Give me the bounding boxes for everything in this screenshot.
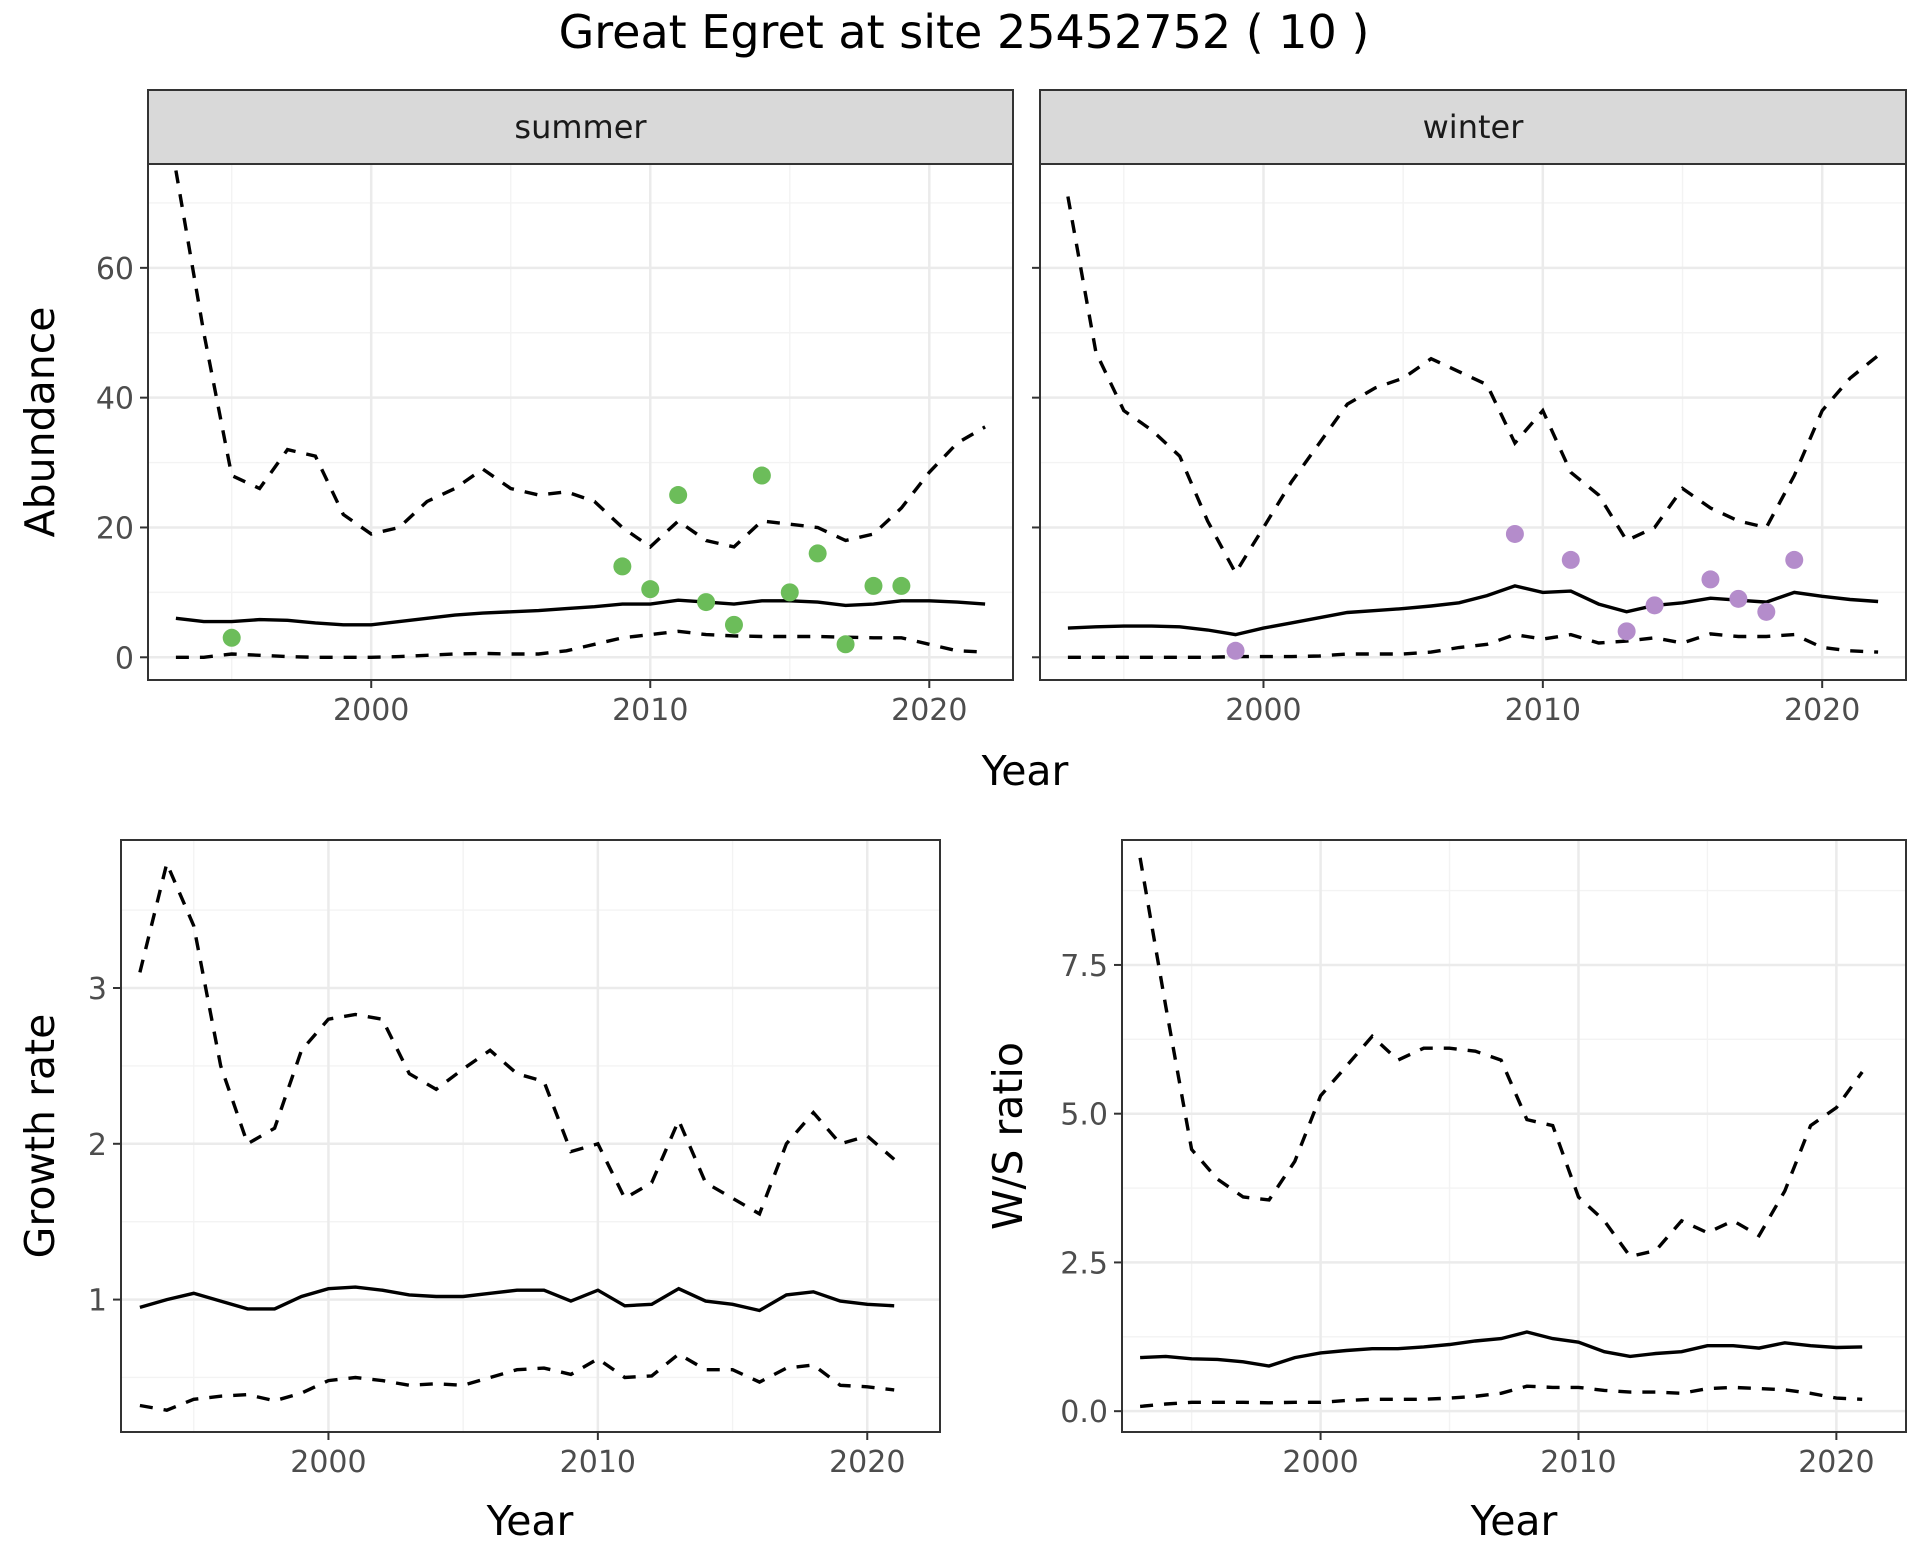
y-axis-title: Growth rate: [16, 1014, 64, 1259]
series-line-mean: [1140, 1330, 1863, 1368]
x-tick-label: 2020: [891, 693, 967, 728]
data-point: [724, 615, 743, 634]
y-tick-label: 0: [115, 641, 134, 676]
data-point: [1226, 641, 1245, 660]
x-axis-title-abundance: Year: [981, 747, 1069, 795]
series-line-lower: [1139, 1384, 1863, 1409]
data-point: [752, 466, 771, 485]
y-tick-label: 40: [96, 382, 134, 417]
panel-growth: 2000 2010 2020 1 2 3 Growth rate Year: [16, 839, 941, 1545]
data-point: [669, 486, 688, 505]
data-point: [1701, 570, 1720, 589]
data-point: [864, 576, 883, 595]
y-tick-label: 20: [96, 511, 134, 546]
series-line-upper: [1066, 196, 1880, 577]
y-tick-label: 5.0: [1060, 1098, 1108, 1133]
x-tick-label: 2020: [1798, 1445, 1874, 1480]
data-point: [1757, 602, 1776, 621]
panel-winter: winter 2000 2010 2020: [1032, 89, 1907, 728]
y-tick-label: 1: [88, 1284, 107, 1319]
series-line-lower: [175, 629, 986, 659]
panel-summer: summer 2000 2010 2020 0 20 40 60 Abundance: [16, 89, 1014, 728]
data-point: [1729, 589, 1748, 608]
data-point: [808, 544, 827, 563]
data-point: [1561, 550, 1580, 569]
data-point: [222, 628, 241, 647]
x-tick-label: 2000: [1225, 693, 1301, 728]
y-tick-label: 3: [88, 972, 107, 1007]
panel-ratio: 2000 2010 2020 0.0 2.5 5.0 7.5 W/S ratio Year: [984, 839, 1907, 1545]
series-line-upper: [138, 858, 896, 1217]
data-point: [780, 583, 799, 602]
panel-border: [120, 839, 941, 1433]
x-tick-label: 2020: [829, 1445, 905, 1480]
x-tick-label: 2000: [290, 1445, 366, 1480]
x-tick-label: 2000: [333, 693, 409, 728]
data-point: [892, 576, 911, 595]
x-axis-title: Year: [486, 1497, 574, 1545]
series-line-mean: [1067, 584, 1879, 637]
data-point: [836, 635, 855, 654]
data-point: [697, 593, 716, 612]
data-point: [1505, 524, 1524, 543]
x-tick-label: 2010: [1505, 693, 1581, 728]
data-point: [1645, 596, 1664, 615]
x-tick-label: 2010: [1540, 1445, 1616, 1480]
data-point: [1617, 622, 1636, 641]
x-axis-title: Year: [1470, 1497, 1558, 1545]
y-tick-label: 60: [96, 252, 134, 287]
y-axis-title: W/S ratio: [984, 1042, 1032, 1230]
y-tick-label: 0.0: [1060, 1395, 1108, 1430]
facet-strip-label: winter: [1423, 108, 1525, 146]
data-point: [641, 580, 660, 599]
data-point: [1785, 550, 1804, 569]
data-point: [613, 557, 632, 576]
x-tick-label: 2020: [1784, 693, 1860, 728]
y-tick-label: 2.5: [1060, 1246, 1108, 1281]
facet-strip: [1039, 89, 1907, 165]
x-tick-label: 2010: [612, 693, 688, 728]
x-tick-label: 2000: [1282, 1445, 1358, 1480]
series-line-lower: [139, 1352, 895, 1412]
x-tick-label: 2010: [560, 1445, 636, 1480]
panels: summer 2000 2010 2020 0 20 40 60 Abundance winter…: [16, 89, 1907, 1545]
panel-border: [1121, 839, 1907, 1433]
figure-title: Great Egret at site 25452752 ( 10 ): [559, 5, 1370, 59]
series-line-lower: [1067, 632, 1879, 659]
y-tick-label: 2: [88, 1128, 107, 1163]
y-axis-title: Abundance: [16, 307, 64, 538]
series-line-upper: [1138, 857, 1864, 1259]
panel-border: [1039, 163, 1907, 681]
y-tick-label: 7.5: [1060, 949, 1108, 984]
facet-strip-label: summer: [514, 108, 647, 146]
series-line-mean: [175, 598, 986, 627]
facet-strip: [147, 89, 1014, 165]
series-line-upper: [174, 170, 986, 550]
series-line-mean: [139, 1285, 895, 1313]
